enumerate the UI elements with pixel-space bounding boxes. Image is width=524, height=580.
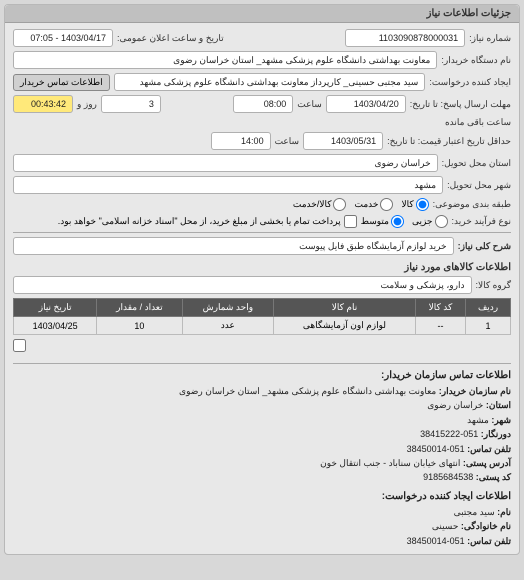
contact-req-title: اطلاعات ایجاد کننده درخواست: bbox=[13, 489, 511, 505]
radio-khadamat-label: خدمت bbox=[354, 199, 378, 210]
cell-qty: 10 bbox=[97, 317, 182, 335]
process-type-label: نوع فرآیند خرید: bbox=[452, 216, 512, 227]
radio-jozee-label: جزیی bbox=[412, 216, 433, 227]
valid-date: 1403/05/31 bbox=[303, 132, 383, 150]
cell-name: لوازم اون آزمایشگاهی bbox=[274, 317, 416, 335]
province-label: استان محل تحویل: bbox=[442, 158, 511, 169]
time-remain: 00:43:42 bbox=[13, 95, 73, 113]
time-label-2: ساعت bbox=[275, 136, 300, 147]
radio-kala-label: کالا bbox=[401, 199, 413, 210]
reply-date: 1403/04/20 bbox=[326, 95, 406, 113]
time-label-1: ساعت bbox=[297, 99, 322, 110]
panel-title: جزئیات اطلاعات نیاز bbox=[5, 5, 519, 23]
reply-time: 08:00 bbox=[233, 95, 293, 113]
desc-value: خرید لوازم آزمایشگاه طبق فایل پیوست bbox=[13, 237, 454, 255]
cb-city-lbl: شهر: bbox=[491, 415, 511, 425]
cb-province-lbl: استان: bbox=[486, 400, 511, 410]
city-label: شهر محل تحویل: bbox=[447, 180, 511, 191]
separator bbox=[13, 232, 511, 233]
subject-class-group: کالا خدمت کالا/خدمت bbox=[293, 198, 429, 211]
table-row: 1 -- لوازم اون آزمایشگاهی عدد 10 1403/04… bbox=[14, 317, 511, 335]
cr-lname: حسینی bbox=[432, 521, 459, 531]
radio-kala-khadamat-label: کالا/خدمت bbox=[293, 199, 332, 210]
announce-value: 1403/04/17 - 07:05 bbox=[13, 29, 113, 47]
th-name: نام کالا bbox=[274, 299, 416, 317]
cb-addr: انتهای خیابان سناباد - جنب انتقال خون bbox=[320, 458, 460, 468]
subject-class-label: طبقه بندی موضوعی: bbox=[433, 199, 511, 210]
cell-code: -- bbox=[415, 317, 465, 335]
valid-deadline-label: حداقل تاریخ اعتبار قیمت: تا تاریخ: bbox=[387, 136, 511, 147]
process-type-group: جزیی متوسط bbox=[361, 215, 448, 228]
th-row: ردیف bbox=[466, 299, 511, 317]
requester-value: سید مجتبی حسینی_ کارپرداز معاونت بهداشتی… bbox=[114, 73, 426, 91]
cb-org: معاونت بهداشتی دانشگاه علوم پزشکی مشهد_ … bbox=[179, 386, 436, 396]
desc-label: شرح کلی نیاز: bbox=[458, 241, 511, 252]
th-date: تاریخ نیاز bbox=[14, 299, 97, 317]
radio-motavaset-label: متوسط bbox=[361, 216, 389, 227]
items-table: ردیف کد کالا نام کالا واحد شمارش تعداد /… bbox=[13, 298, 511, 335]
cb-fax-lbl: دورنگار: bbox=[481, 429, 511, 439]
cb-post: 9185684538 bbox=[423, 472, 473, 482]
cb-province: خراسان رضوی bbox=[427, 400, 483, 410]
contact-buyer-title: اطلاعات تماس سازمان خریدار: bbox=[13, 368, 511, 384]
need-no-label: شماره نیاز: bbox=[469, 33, 511, 44]
requester-label: ایجاد کننده درخواست: bbox=[429, 77, 511, 88]
cell-date: 1403/04/25 bbox=[14, 317, 97, 335]
radio-motavaset[interactable] bbox=[391, 215, 404, 228]
radio-jozee[interactable] bbox=[435, 215, 448, 228]
th-unit: واحد شمارش bbox=[182, 299, 273, 317]
group-label: گروه کالا: bbox=[476, 280, 511, 291]
cb-tel-lbl: تلفن تماس: bbox=[467, 444, 511, 454]
cb-post-lbl: کد پستی: bbox=[476, 472, 511, 482]
cb-addr-lbl: آدرس پستی: bbox=[463, 458, 511, 468]
cr-fname: سید مجتبی bbox=[454, 507, 495, 517]
buyer-org-label: نام دستگاه خریدار: bbox=[441, 55, 511, 66]
contact-buyer-button[interactable]: اطلاعات تماس خریدار bbox=[13, 74, 110, 91]
payment-note: پرداخت تمام یا بخشی از مبلغ خرید، از محل… bbox=[58, 216, 341, 227]
unknown-checkbox[interactable] bbox=[13, 339, 26, 352]
cb-fax: 051-38415222 bbox=[420, 429, 478, 439]
items-section-title: اطلاعات کالاهای مورد نیاز bbox=[13, 259, 511, 276]
days-label: روز و bbox=[77, 99, 97, 110]
th-qty: تعداد / مقدار bbox=[97, 299, 182, 317]
group-value: دارو، پزشکی و سلامت bbox=[13, 276, 472, 294]
cr-fname-lbl: نام: bbox=[497, 507, 511, 517]
announce-label: تاریخ و ساعت اعلان عمومی: bbox=[117, 33, 224, 44]
reply-deadline-label: مهلت ارسال پاسخ: تا تاریخ: bbox=[410, 99, 511, 110]
need-details-panel: جزئیات اطلاعات نیاز شماره نیاز: 11030908… bbox=[4, 4, 520, 555]
province-value: خراسان رضوی bbox=[13, 154, 438, 172]
cb-org-lbl: نام سازمان خریدار: bbox=[439, 386, 511, 396]
need-no-value: 1103090878000031 bbox=[345, 29, 465, 47]
treasury-checkbox[interactable] bbox=[344, 215, 357, 228]
buyer-org-value: معاونت بهداشتی دانشگاه علوم پزشکی مشهد_ … bbox=[13, 51, 437, 69]
contact-buyer-block: اطلاعات تماس سازمان خریدار: نام سازمان خ… bbox=[13, 368, 511, 548]
radio-khadamat[interactable] bbox=[380, 198, 393, 211]
cb-city: مشهد bbox=[467, 415, 489, 425]
cr-lname-lbl: نام خانوادگی: bbox=[461, 521, 511, 531]
valid-time: 14:00 bbox=[211, 132, 271, 150]
city-value: مشهد bbox=[13, 176, 443, 194]
days-remain: 3 bbox=[101, 95, 161, 113]
cr-tel: 051-38450014 bbox=[407, 536, 465, 546]
cr-tel-lbl: تلفن تماس: bbox=[467, 536, 511, 546]
cb-tel: 051-38450014 bbox=[407, 444, 465, 454]
th-code: کد کالا bbox=[415, 299, 465, 317]
cell-n: 1 bbox=[466, 317, 511, 335]
separator-2 bbox=[13, 363, 511, 364]
radio-kala[interactable] bbox=[416, 198, 429, 211]
radio-kala-khadamat[interactable] bbox=[333, 198, 346, 211]
cell-unit: عدد bbox=[182, 317, 273, 335]
remain-label: ساعت باقی مانده bbox=[445, 117, 511, 128]
